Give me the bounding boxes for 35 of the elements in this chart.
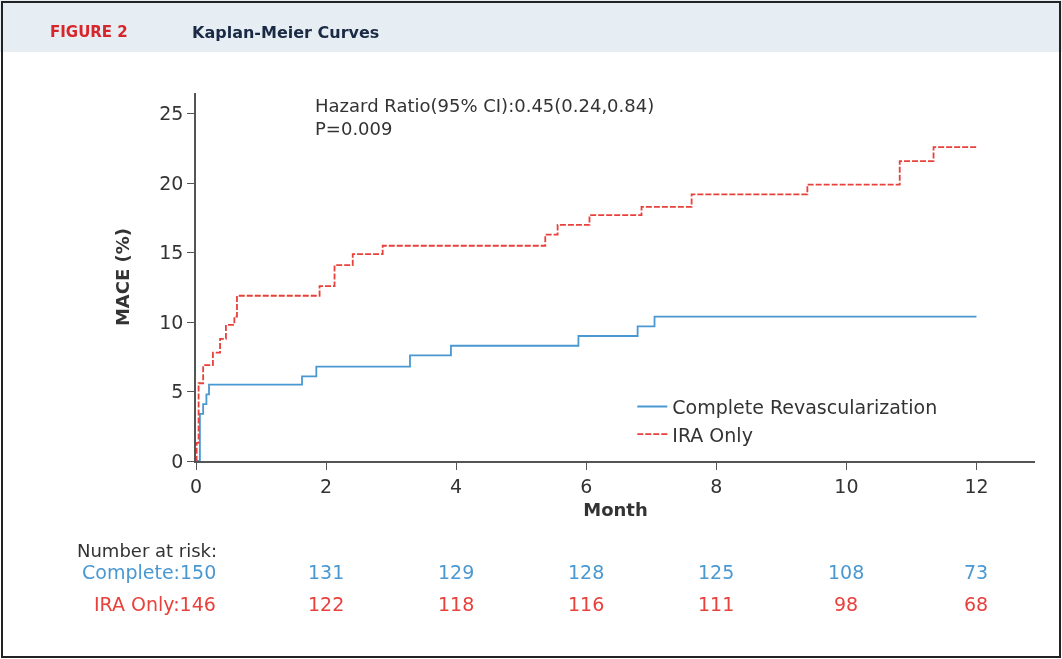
text: 108 (828, 561, 865, 583)
text: 125 (698, 561, 735, 583)
y-tick-label: 0 (171, 449, 184, 472)
x-tick-label: 6 (580, 474, 593, 497)
x-tick-label: 4 (450, 474, 463, 497)
text: 122 (308, 593, 345, 615)
y-axis-title: MACE (%) (111, 227, 133, 327)
y-tick-label: 5 (171, 380, 184, 403)
annotation: Hazard Ratio(95% CI):0.45(0.24,0.84) P=0.009 (315, 95, 655, 140)
text: 118 (438, 593, 475, 615)
x-tick-label: 12 (964, 474, 989, 497)
text: 129 (438, 561, 475, 583)
text: Complete:150 (82, 561, 217, 583)
x-axis-title: Month (583, 499, 648, 521)
text: 131 (308, 561, 345, 583)
x-tick-label: 0 (189, 474, 203, 497)
chart-title: Kaplan-Meier Curves (192, 23, 380, 42)
text: Number at risk: (77, 540, 218, 561)
text: 68 (964, 593, 989, 615)
text: IRA Only:146 (94, 593, 216, 615)
y-tick-label: 25 (159, 102, 184, 125)
text: 128 (568, 561, 605, 583)
x-tick-label: 8 (710, 474, 723, 497)
legend-label: Complete Revascularization (672, 395, 938, 418)
y-tick-label: 20 (159, 171, 184, 194)
x-tick-label: 2 (320, 474, 333, 497)
caption: FIGURE 2 (50, 23, 128, 41)
text: 111 (698, 593, 735, 615)
y-tick-label: 15 (159, 241, 184, 264)
text: 98 (834, 593, 859, 615)
y-tick-label: 10 (159, 310, 184, 333)
x-tick-label: 10 (834, 474, 859, 497)
text: 116 (568, 593, 605, 615)
legend-label: IRA Only (672, 423, 753, 446)
text: 73 (964, 561, 989, 583)
